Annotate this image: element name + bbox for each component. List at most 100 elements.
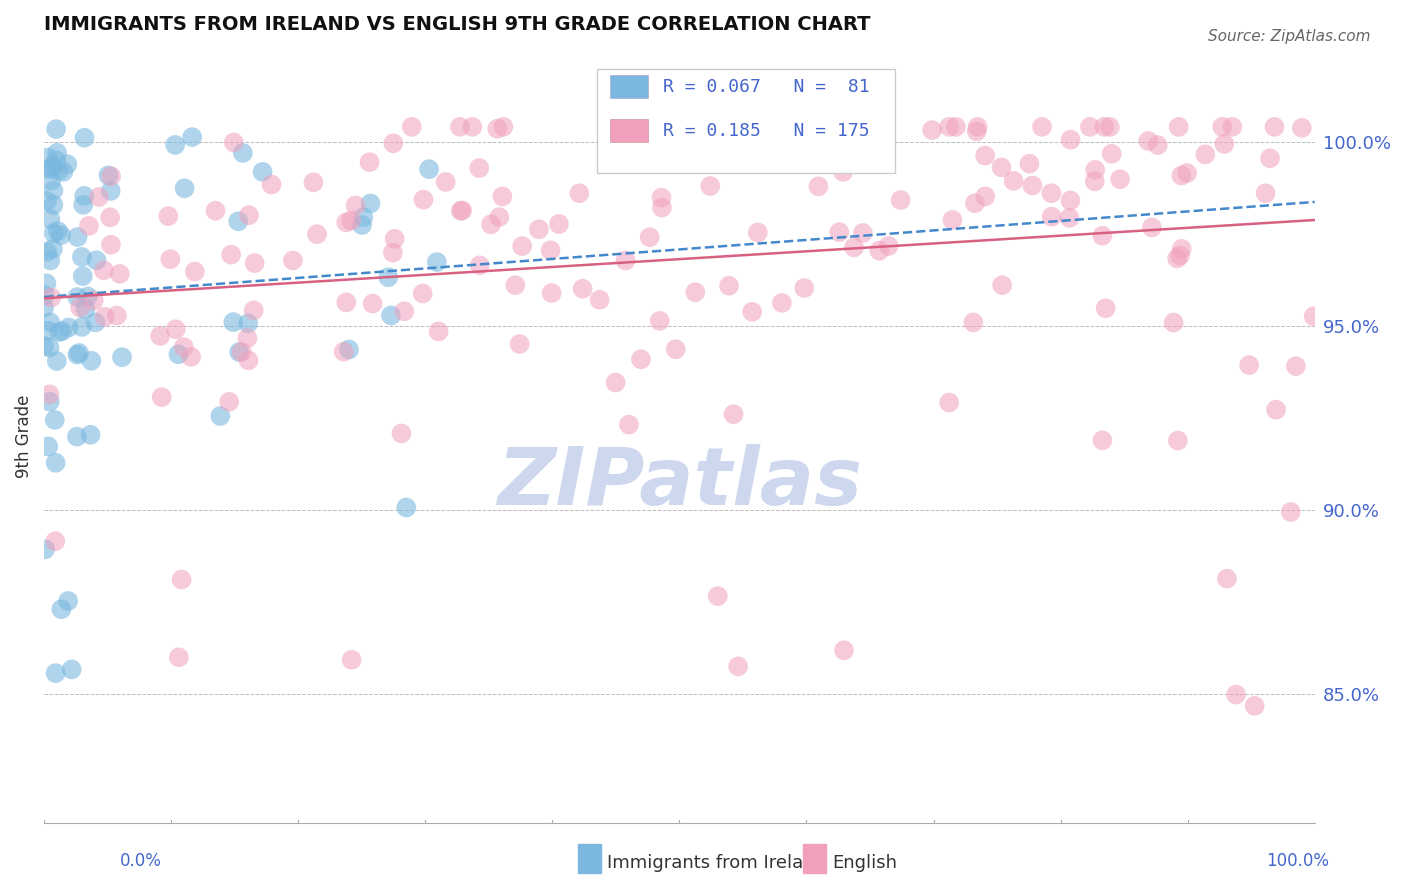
Point <box>219 247 242 261</box>
Point <box>418 162 440 177</box>
Point <box>51 324 73 338</box>
Point <box>46 145 69 160</box>
Text: 100.0%: 100.0% <box>1265 852 1329 870</box>
Point <box>974 148 997 162</box>
Point <box>468 258 491 272</box>
Point <box>222 315 245 329</box>
Point <box>630 352 652 367</box>
Point <box>1243 698 1265 713</box>
Point <box>35 277 58 291</box>
Point <box>721 154 744 169</box>
Point <box>48 164 70 178</box>
Point <box>938 395 960 409</box>
Point <box>699 179 721 194</box>
Point <box>66 290 89 304</box>
Point <box>571 282 593 296</box>
Point <box>335 215 357 229</box>
Point <box>665 342 688 356</box>
Point <box>394 304 416 318</box>
Point <box>66 348 89 362</box>
Point <box>488 210 510 224</box>
Point <box>1091 228 1114 243</box>
Point <box>1098 120 1121 134</box>
Point <box>49 228 72 243</box>
Point <box>548 217 571 231</box>
Point <box>32 301 55 315</box>
Point <box>218 394 240 409</box>
Point <box>228 345 250 359</box>
Point <box>350 218 373 232</box>
Point <box>45 122 67 136</box>
Point <box>42 242 65 256</box>
Point <box>77 219 100 233</box>
Point <box>938 120 960 134</box>
Text: R = 0.067   N =  81: R = 0.067 N = 81 <box>662 78 869 95</box>
Point <box>73 189 96 203</box>
Point <box>302 175 325 189</box>
Point <box>38 341 60 355</box>
Point <box>527 222 550 236</box>
Point <box>42 159 65 173</box>
Point <box>492 120 515 134</box>
Point <box>108 267 131 281</box>
Point <box>450 203 472 218</box>
Point <box>167 347 190 361</box>
Point <box>1213 136 1236 151</box>
Point <box>34 288 56 302</box>
Point <box>79 427 101 442</box>
Point <box>111 350 134 364</box>
Point <box>38 162 60 177</box>
Point <box>222 136 245 150</box>
Point <box>209 409 232 423</box>
Point <box>167 650 190 665</box>
Point <box>42 226 65 240</box>
Point <box>427 325 450 339</box>
Point <box>238 353 260 368</box>
Point <box>540 244 562 258</box>
Point <box>100 184 122 198</box>
Point <box>39 212 62 227</box>
Point <box>1170 169 1192 183</box>
Point <box>340 653 363 667</box>
Point <box>966 124 988 138</box>
Point <box>842 240 865 254</box>
Point <box>851 152 873 166</box>
FancyBboxPatch shape <box>610 75 648 98</box>
Point <box>381 245 404 260</box>
Point <box>412 193 434 207</box>
Point <box>1146 138 1168 153</box>
Point <box>1175 166 1198 180</box>
Point <box>1059 133 1081 147</box>
Point <box>98 211 121 225</box>
Point <box>434 175 457 189</box>
Point <box>890 193 912 207</box>
Point <box>360 196 382 211</box>
Point <box>157 209 180 223</box>
Point <box>66 429 89 443</box>
Point <box>1167 434 1189 448</box>
Point <box>150 390 173 404</box>
Point <box>184 264 207 278</box>
Text: Immigrants from Ireland: Immigrants from Ireland <box>607 855 827 872</box>
Point <box>568 186 591 201</box>
Point <box>44 534 66 549</box>
Point <box>231 345 253 359</box>
Point <box>1279 505 1302 519</box>
Point <box>1265 402 1288 417</box>
Point <box>173 181 195 195</box>
Point <box>204 203 226 218</box>
Point <box>401 120 423 134</box>
Point <box>66 230 89 244</box>
Point <box>45 153 67 168</box>
Point <box>648 314 671 328</box>
Point <box>76 289 98 303</box>
Point <box>461 120 484 134</box>
Point <box>941 213 963 227</box>
Point <box>41 161 63 175</box>
Point <box>352 210 374 224</box>
Point <box>42 198 65 212</box>
Point <box>361 296 384 310</box>
Point <box>236 331 259 345</box>
Point <box>1040 210 1063 224</box>
Point <box>1109 172 1132 186</box>
